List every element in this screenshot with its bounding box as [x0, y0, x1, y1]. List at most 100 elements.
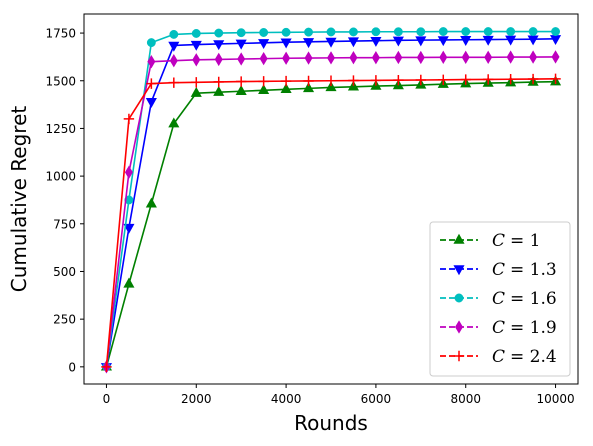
data-point	[551, 50, 560, 64]
data-point	[550, 73, 561, 85]
data-point	[506, 27, 516, 36]
legend-item: C = 1	[440, 231, 540, 251]
data-point	[214, 52, 223, 67]
legend: C = 1 C = 1.3 C = 1.6 C = 1.9 C = 2.4	[429, 221, 571, 377]
y-tick-label: 750	[53, 217, 76, 231]
data-point	[259, 51, 268, 66]
data-point	[326, 27, 336, 37]
y-tick-label: 1250	[45, 122, 76, 136]
data-point	[437, 36, 449, 47]
data-point	[169, 29, 179, 39]
y-tick-label: 250	[53, 313, 76, 327]
data-point	[393, 27, 403, 37]
data-point	[415, 74, 427, 86]
data-point	[235, 39, 247, 50]
legend-label: C = 1.6	[492, 289, 557, 309]
x-tick-label: 8000	[450, 392, 481, 406]
data-point	[280, 75, 292, 87]
data-point	[259, 28, 269, 37]
data-point	[349, 27, 358, 37]
data-point	[349, 50, 358, 65]
data-point	[347, 37, 360, 48]
data-point	[168, 41, 180, 52]
data-point	[506, 50, 515, 64]
data-point	[394, 50, 403, 65]
series-5	[101, 73, 561, 373]
data-point	[147, 55, 156, 69]
legend-item: C = 1.3	[440, 260, 557, 280]
data-point	[304, 27, 313, 37]
data-point	[146, 38, 156, 48]
x-tick-label: 6000	[361, 392, 392, 406]
data-point	[551, 27, 560, 36]
data-point	[145, 197, 157, 208]
data-point	[325, 81, 337, 92]
data-point	[237, 52, 246, 66]
x-tick-label: 10000	[536, 392, 574, 406]
data-point	[438, 27, 448, 36]
data-point	[191, 77, 202, 88]
data-point	[258, 39, 270, 50]
data-point	[123, 223, 135, 234]
series-1	[100, 75, 562, 371]
data-point	[235, 76, 247, 87]
y-tick-label: 500	[53, 265, 76, 279]
data-point	[124, 165, 133, 179]
x-axis-label: Rounds	[294, 411, 368, 435]
data-point	[370, 37, 382, 47]
legend-item: C = 2.4	[440, 347, 557, 367]
legend-box	[429, 221, 571, 377]
data-point	[392, 36, 404, 47]
data-point	[348, 75, 359, 86]
data-point	[281, 27, 291, 37]
data-point	[529, 50, 538, 64]
data-point	[169, 54, 178, 68]
data-point	[304, 51, 313, 65]
series-3	[102, 27, 560, 372]
data-point	[190, 86, 202, 97]
plot-marks	[100, 27, 562, 374]
legend-label: C = 1	[492, 231, 540, 251]
data-point	[123, 113, 135, 125]
legend-item: C = 1.9	[440, 318, 557, 338]
y-tick-label: 0	[68, 360, 76, 374]
y-tick-label: 1000	[45, 170, 76, 184]
data-point	[101, 361, 112, 373]
data-point	[393, 74, 404, 86]
data-point	[505, 35, 517, 46]
data-point	[528, 27, 538, 36]
data-point	[123, 277, 135, 288]
x-tick-label: 0	[103, 392, 111, 406]
y-tick-label: 1750	[45, 27, 76, 41]
legend-marker	[453, 350, 465, 362]
data-point	[168, 117, 180, 128]
legend-marker	[453, 233, 465, 244]
data-point	[213, 40, 225, 51]
axes: 0 2000 4000 6000 8000 10000 0 250 500 750 1000 1250…	[45, 13, 579, 406]
data-point	[416, 50, 425, 65]
legend-marker	[453, 265, 465, 276]
data-point	[258, 76, 269, 87]
data-point	[282, 51, 291, 65]
data-point	[461, 27, 471, 36]
data-point	[168, 77, 180, 88]
data-point	[527, 73, 539, 85]
data-point	[460, 74, 471, 85]
data-point	[124, 195, 134, 205]
legend-label: C = 2.4	[492, 347, 557, 367]
data-point	[461, 50, 470, 64]
data-point	[416, 27, 426, 37]
data-point	[527, 35, 539, 46]
data-point	[325, 37, 337, 48]
data-point	[235, 85, 247, 95]
data-point	[236, 28, 246, 38]
data-point	[145, 98, 157, 108]
data-point	[484, 50, 493, 64]
data-point	[482, 74, 494, 85]
data-point	[482, 35, 494, 46]
legend-label: C = 1.3	[492, 260, 557, 280]
data-point	[415, 36, 427, 47]
data-point	[483, 27, 493, 36]
y-tick-label: 1500	[45, 74, 76, 88]
